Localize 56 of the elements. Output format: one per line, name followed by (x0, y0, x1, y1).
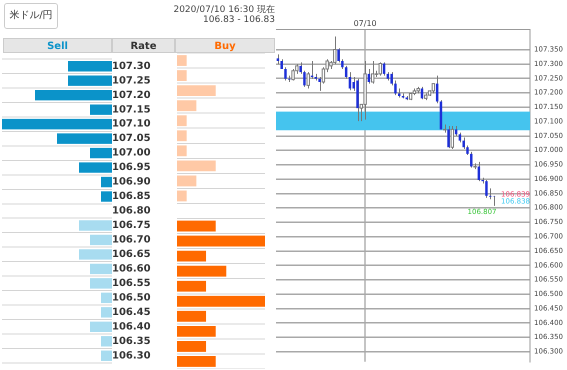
candlestick (492, 195, 496, 206)
bar (177, 55, 187, 66)
y-tick-label: 106.50 (112, 292, 151, 304)
bar (177, 266, 226, 277)
y-tick-label: 107.10 (112, 118, 151, 130)
bar (177, 310, 206, 322)
candlestick (382, 62, 386, 76)
y-tick-label: 106.65 (112, 249, 151, 260)
bar (177, 175, 196, 186)
bar (177, 341, 206, 352)
bar (177, 220, 216, 232)
bar (177, 280, 206, 292)
y-tick-label: 106.45 (112, 306, 151, 318)
candlestick (284, 66, 287, 82)
bar (177, 70, 187, 81)
series-label: Sell (3, 38, 112, 53)
y-tick-label: 106.55 (112, 278, 151, 289)
text: Buy (175, 38, 275, 53)
candlestick (276, 54, 280, 65)
y-tick-label: 106.75 (112, 220, 151, 232)
bar (177, 160, 216, 172)
y-tick-label: 107.20 (112, 90, 151, 101)
text: 2020/07/10 16:30 現在 (173, 4, 275, 15)
y-tick-label: 106.30 (112, 350, 151, 362)
candlestick (485, 180, 488, 198)
bar (177, 100, 196, 112)
text: 米ドル/円 (4, 3, 58, 29)
bar (177, 296, 265, 307)
bar (177, 145, 187, 156)
y-tick-label: 107.00 (112, 148, 151, 159)
y-tick-label: 107.30 (112, 60, 151, 72)
y-tick-label: 106.80 (112, 206, 151, 217)
bar (177, 356, 216, 367)
y-tick-label: 106.95 (112, 162, 151, 174)
bar (177, 236, 265, 247)
bar (177, 250, 206, 262)
y-tick-label: 106.40 (112, 321, 151, 332)
y-tick-label: 107.25 (112, 75, 151, 86)
bar (177, 326, 216, 337)
y-tick-label: 106.85 (112, 191, 151, 202)
y-tick-label: 106.60 (112, 264, 151, 274)
candlestick (470, 151, 473, 168)
x-tick-label: 07/10 (354, 18, 377, 28)
y-axis-title: Rate (112, 38, 175, 53)
y-tick-label: 106.35 (112, 336, 151, 347)
candlestick (447, 125, 450, 149)
candlestick (478, 161, 480, 182)
bar (177, 130, 187, 142)
text: 106.83 - 106.83 (203, 15, 275, 25)
bar (177, 85, 216, 96)
y-tick-label: 106.90 (112, 176, 151, 188)
y-tick-label: 107.05 (112, 133, 151, 144)
y-tick-label: 107.15 (112, 104, 151, 116)
bar (177, 190, 187, 202)
y-tick-label: 106.70 (112, 234, 151, 246)
bar (177, 115, 187, 126)
